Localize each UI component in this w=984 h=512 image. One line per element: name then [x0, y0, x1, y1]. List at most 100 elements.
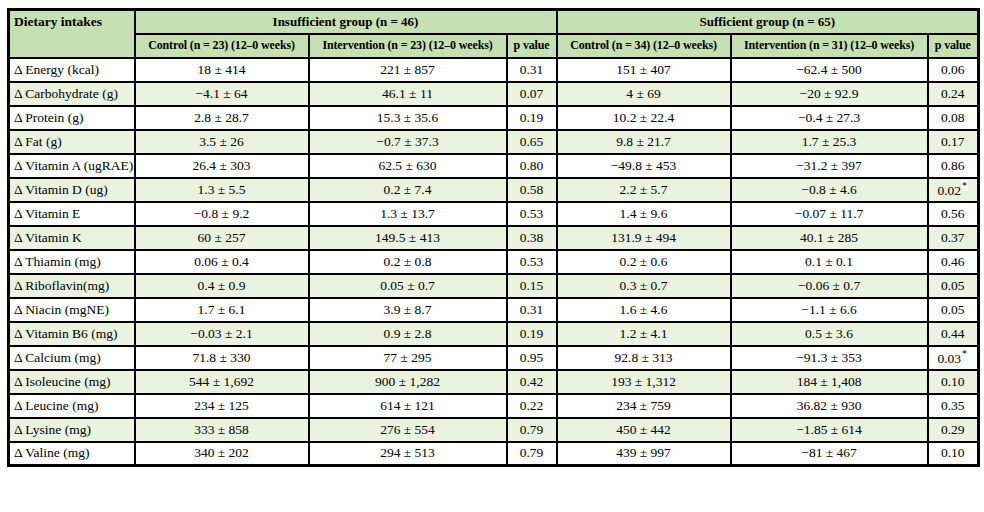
- p-value-cell: 0.05: [928, 298, 979, 322]
- p-value-cell: 0.95: [507, 346, 557, 370]
- table-row: Δ Thiamin (mg)0.06 ± 0.40.2 ± 0.80.530.2…: [9, 250, 979, 274]
- p-value-cell: 0.65: [507, 130, 557, 154]
- row-label: Δ Fat (g): [9, 130, 135, 154]
- group-header-insufficient: Insufficient group (n = 46): [135, 10, 557, 34]
- table-row: Δ Vitamin K60 ± 257149.5 ± 4130.38131.9 …: [9, 226, 979, 250]
- value-cell: 439 ± 997: [557, 442, 731, 466]
- group-header-sufficient: Sufficient group (n = 65): [557, 10, 979, 34]
- value-cell: 0.4 ± 0.9: [135, 274, 309, 298]
- p-value-cell: 0.79: [507, 418, 557, 442]
- table-row: Δ Isoleucine (mg)544 ± 1,692900 ± 1,2820…: [9, 370, 979, 394]
- value-cell: 18 ± 414: [135, 58, 309, 82]
- row-label: Δ Calcium (mg): [9, 346, 135, 370]
- value-cell: −20 ± 92.9: [731, 82, 928, 106]
- value-cell: 3.5 ± 26: [135, 130, 309, 154]
- row-label: Δ Leucine (mg): [9, 394, 135, 418]
- row-label: Δ Vitamin A (ugRAE): [9, 154, 135, 178]
- table-row: Δ Calcium (mg)71.8 ± 33077 ± 2950.9592.8…: [9, 346, 979, 370]
- value-cell: 450 ± 442: [557, 418, 731, 442]
- p-value-cell: 0.10: [928, 370, 979, 394]
- value-cell: 0.3 ± 0.7: [557, 274, 731, 298]
- value-cell: 1.6 ± 4.6: [557, 298, 731, 322]
- table-row: Δ Carbohydrate (g)−4.1 ± 6446.1 ± 110.07…: [9, 82, 979, 106]
- value-cell: 46.1 ± 11: [309, 82, 507, 106]
- value-cell: 36.82 ± 930: [731, 394, 928, 418]
- p-value-cell: 0.08: [928, 106, 979, 130]
- value-cell: −0.07 ± 11.7: [731, 202, 928, 226]
- p-value-cell: 0.22: [507, 394, 557, 418]
- value-cell: 1.4 ± 9.6: [557, 202, 731, 226]
- value-cell: −0.4 ± 27.3: [731, 106, 928, 130]
- value-cell: −81 ± 467: [731, 442, 928, 466]
- value-cell: 900 ± 1,282: [309, 370, 507, 394]
- value-cell: −31.2 ± 397: [731, 154, 928, 178]
- value-cell: 40.1 ± 285: [731, 226, 928, 250]
- value-cell: 184 ± 1,408: [731, 370, 928, 394]
- row-label: Δ Vitamin D (ug): [9, 178, 135, 202]
- p-value-cell: 0.06: [928, 58, 979, 82]
- col-header-insufficient-intervention: Intervention (n = 23) (12–0 weeks): [309, 34, 507, 58]
- row-label: Δ Protein (g): [9, 106, 135, 130]
- value-cell: 15.3 ± 35.6: [309, 106, 507, 130]
- table-row: Δ Lysine (mg)333 ± 858276 ± 5540.79450 ±…: [9, 418, 979, 442]
- group-header-row: Dietary intakes Insufficient group (n = …: [9, 10, 979, 34]
- p-value-cell: 0.10: [928, 442, 979, 466]
- value-cell: 614 ± 121: [309, 394, 507, 418]
- value-cell: 151 ± 407: [557, 58, 731, 82]
- row-label: Δ Niacin (mgNE): [9, 298, 135, 322]
- table-row: Δ Protein (g)2.8 ± 28.715.3 ± 35.60.1910…: [9, 106, 979, 130]
- value-cell: 1.2 ± 4.1: [557, 322, 731, 346]
- value-cell: 2.2 ± 5.7: [557, 178, 731, 202]
- row-label: Δ Riboflavin(mg): [9, 274, 135, 298]
- value-cell: 1.3 ± 5.5: [135, 178, 309, 202]
- row-label: Δ Energy (kcal): [9, 58, 135, 82]
- value-cell: 193 ± 1,312: [557, 370, 731, 394]
- value-cell: 0.2 ± 0.8: [309, 250, 507, 274]
- value-cell: 4 ± 69: [557, 82, 731, 106]
- value-cell: 0.2 ± 7.4: [309, 178, 507, 202]
- col-header-sufficient-control: Control (n = 34) (12–0 weeks): [557, 34, 731, 58]
- value-cell: 9.8 ± 21.7: [557, 130, 731, 154]
- p-value-cell: 0.31: [507, 58, 557, 82]
- value-cell: 3.9 ± 8.7: [309, 298, 507, 322]
- value-cell: 340 ± 202: [135, 442, 309, 466]
- value-cell: −0.06 ± 0.7: [731, 274, 928, 298]
- value-cell: 1.7 ± 6.1: [135, 298, 309, 322]
- p-value-cell: 0.35: [928, 394, 979, 418]
- page: Dietary intakes Insufficient group (n = …: [0, 0, 984, 475]
- value-cell: 0.9 ± 2.8: [309, 322, 507, 346]
- value-cell: −62.4 ± 500: [731, 58, 928, 82]
- p-value-cell: 0.46: [928, 250, 979, 274]
- value-cell: 0.06 ± 0.4: [135, 250, 309, 274]
- value-cell: −1.85 ± 614: [731, 418, 928, 442]
- value-cell: 544 ± 1,692: [135, 370, 309, 394]
- value-cell: 1.7 ± 25.3: [731, 130, 928, 154]
- table-body: Δ Energy (kcal)18 ± 414221 ± 8570.31151 …: [9, 58, 979, 466]
- value-cell: 234 ± 125: [135, 394, 309, 418]
- value-cell: 149.5 ± 413: [309, 226, 507, 250]
- value-cell: −4.1 ± 64: [135, 82, 309, 106]
- p-value-cell: 0.15: [507, 274, 557, 298]
- p-value-cell: 0.38: [507, 226, 557, 250]
- p-value-cell: 0.42: [507, 370, 557, 394]
- value-cell: −0.7 ± 37.3: [309, 130, 507, 154]
- p-value-cell: 0.56: [928, 202, 979, 226]
- row-label: Δ Vitamin B6 (mg): [9, 322, 135, 346]
- value-cell: 234 ± 759: [557, 394, 731, 418]
- col-header-insufficient-pvalue: p value: [507, 34, 557, 58]
- value-cell: 0.2 ± 0.6: [557, 250, 731, 274]
- table-row: Δ Valine (mg)340 ± 202294 ± 5130.79439 ±…: [9, 442, 979, 466]
- table-row: Δ Vitamin D (ug)1.3 ± 5.50.2 ± 7.40.582.…: [9, 178, 979, 202]
- value-cell: −0.8 ± 4.6: [731, 178, 928, 202]
- value-cell: 0.1 ± 0.1: [731, 250, 928, 274]
- col-header-sufficient-intervention: Intervention (n = 31) (12–0 weeks): [731, 34, 928, 58]
- p-value-cell: 0.80: [507, 154, 557, 178]
- row-label: Δ Isoleucine (mg): [9, 370, 135, 394]
- col-header-sufficient-pvalue: p value: [928, 34, 979, 58]
- dietary-intakes-table: Dietary intakes Insufficient group (n = …: [7, 8, 980, 467]
- column-header-row: Control (n = 23) (12–0 weeks) Interventi…: [9, 34, 979, 58]
- table-row: Δ Fat (g)3.5 ± 26−0.7 ± 37.30.659.8 ± 21…: [9, 130, 979, 154]
- value-cell: 71.8 ± 330: [135, 346, 309, 370]
- p-value-cell: 0.17: [928, 130, 979, 154]
- p-value-cell: 0.19: [507, 106, 557, 130]
